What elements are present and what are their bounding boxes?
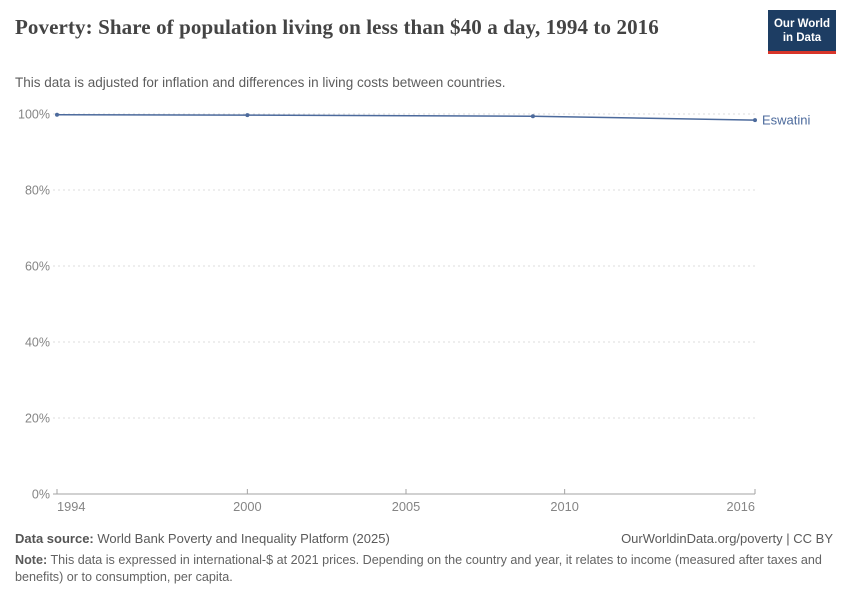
x-tick-label: 2005 xyxy=(392,499,420,514)
series-path[interactable] xyxy=(56,114,756,121)
attribution-link[interactable]: OurWorldinData.org/poverty | CC BY xyxy=(621,531,833,546)
note-text: This data is expressed in international-… xyxy=(15,553,822,585)
y-tick-label: 60% xyxy=(25,260,50,274)
data-point[interactable] xyxy=(245,113,250,118)
line-chart[interactable]: 0%20%40%60%80%100% 1994 2000 2005 2010 2016 … xyxy=(0,100,850,520)
data-point[interactable] xyxy=(530,114,535,119)
owid-logo-line2: in Data xyxy=(782,32,822,44)
series-line[interactable] xyxy=(55,112,757,123)
chart-subtitle: This data is adjusted for inflation and … xyxy=(15,75,506,90)
data-source: Data source: World Bank Poverty and Ineq… xyxy=(15,531,390,546)
entity-labels[interactable]: Eswatini xyxy=(762,113,811,128)
y-tick-label: 80% xyxy=(25,184,50,198)
y-axis-labels: 0% 20% 40% 60% 80% 100% xyxy=(18,108,50,502)
x-tick-label: 2016 xyxy=(727,499,755,514)
owid-logo-line1: Our World xyxy=(773,18,830,30)
data-source-label: Data source: xyxy=(15,531,94,546)
x-tick-label: 2010 xyxy=(550,499,578,514)
y-tick-label: 40% xyxy=(25,336,50,350)
chart-note: Note: This data is expressed in internat… xyxy=(15,552,827,587)
owid-logo[interactable]: Our World in Data xyxy=(768,10,836,54)
x-tick-label: 1994 xyxy=(57,499,85,514)
data-point[interactable] xyxy=(55,112,59,117)
y-tick-label: 100% xyxy=(18,108,50,122)
y-tick-label: 20% xyxy=(25,412,50,426)
page-title: Poverty: Share of population living on l… xyxy=(15,15,659,39)
x-tick-label: 2000 xyxy=(233,499,261,514)
y-tick-label: 0% xyxy=(32,488,50,502)
x-axis: 1994 2000 2005 2010 2016 xyxy=(53,489,756,514)
note-label: Note: xyxy=(15,553,48,567)
data-source-text: World Bank Poverty and Inequality Platfo… xyxy=(93,531,390,546)
data-point[interactable] xyxy=(753,118,757,123)
entity-label[interactable]: Eswatini xyxy=(762,113,811,128)
gridlines xyxy=(53,113,755,419)
chart-footer: Data source: World Bank Poverty and Ineq… xyxy=(15,531,833,546)
